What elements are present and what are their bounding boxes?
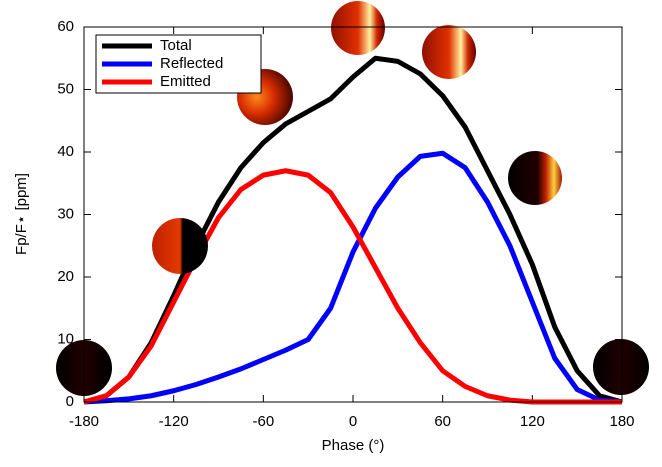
x-tick-label: 120 [520,413,545,430]
y-tick-label: 10 [57,330,74,347]
planet-icon [508,151,562,205]
y-tick-label: 40 [57,143,74,160]
plot-frame [83,26,623,403]
x-tick-label: 0 [349,413,357,430]
planet-icon [422,25,476,79]
x-tick-label: -120 [159,413,189,430]
y-axis-label: Fp/F⋆ [ppm] [13,173,30,255]
planet-icon [593,339,649,395]
legend-label: Total [160,37,192,54]
x-axis-label: Phase (°) [322,437,385,454]
y-tick-label: 30 [57,205,74,222]
x-tick-label: 180 [609,413,634,430]
legend-label: Reflected [160,55,223,72]
legend-label: Emitted [160,73,211,90]
x-tick-label: -180 [69,413,99,430]
series-line [83,150,623,405]
y-tick-label: 20 [57,268,74,285]
y-tick-label: 60 [57,18,74,35]
x-tick-label: 60 [434,413,451,430]
planet-icon [331,1,385,55]
x-tick-label: -60 [252,413,274,430]
y-tick-label: 50 [57,80,74,97]
series-line [83,55,623,405]
y-tick-label: 0 [66,393,74,410]
planet-icon [152,218,208,274]
planet-images [56,1,649,396]
